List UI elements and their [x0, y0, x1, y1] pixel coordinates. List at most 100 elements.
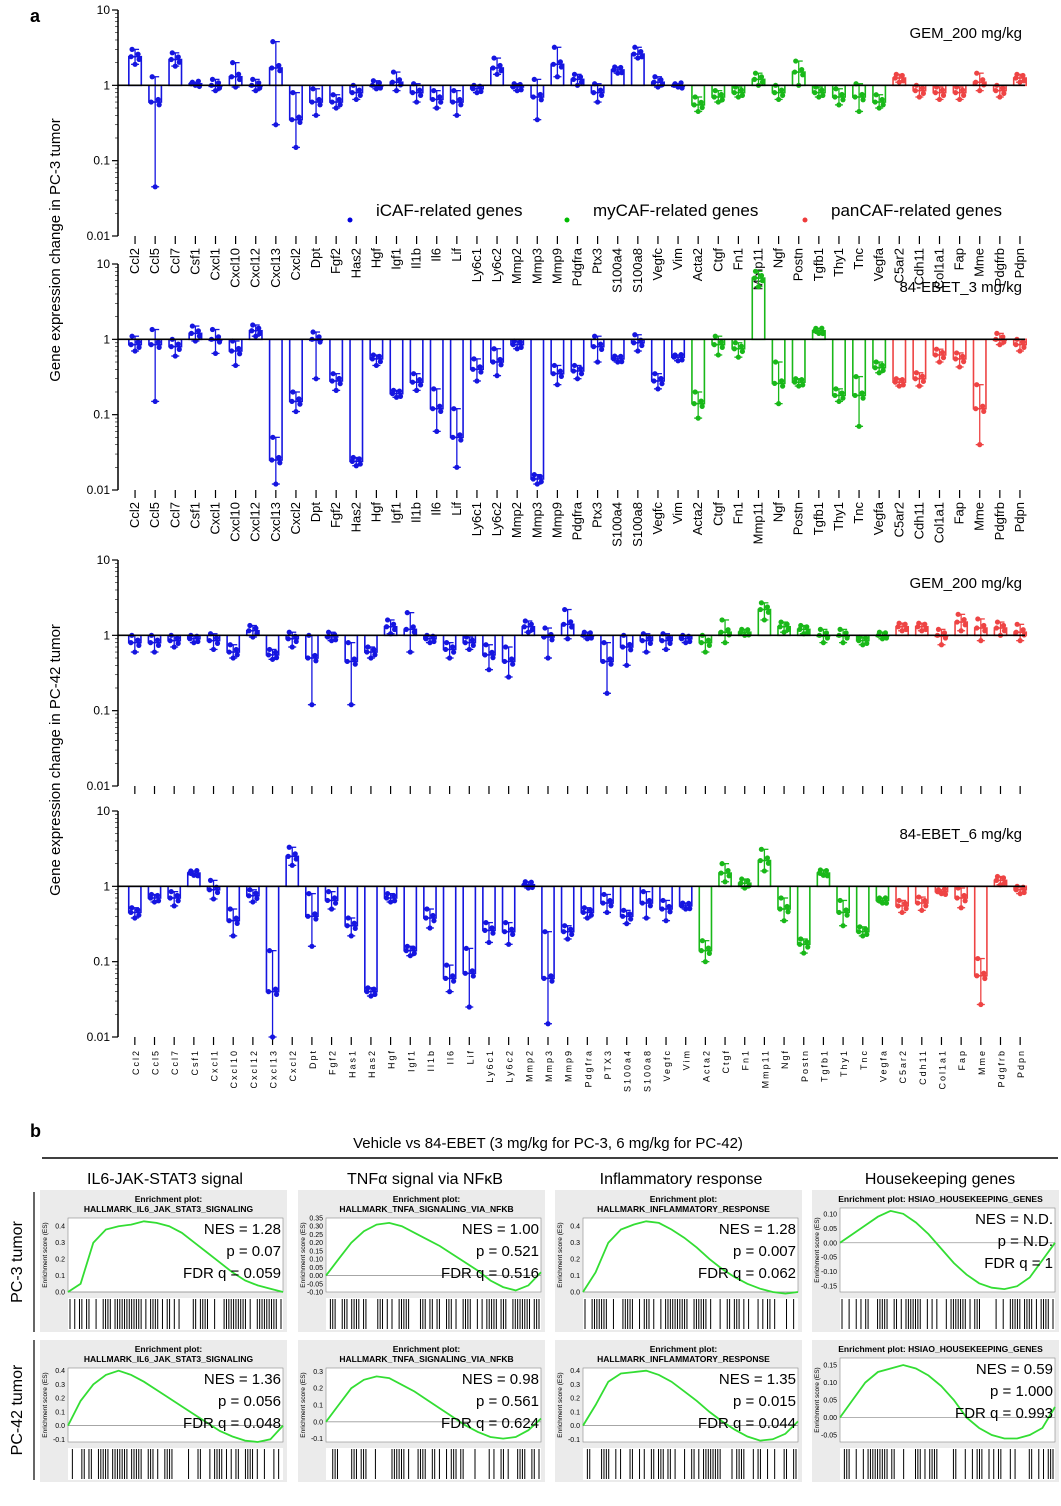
data-point	[663, 918, 669, 924]
data-point	[1021, 889, 1027, 896]
data-point	[852, 94, 858, 100]
bar-Ly6c2	[501, 885, 516, 947]
category-label: Tgfb1	[811, 502, 826, 535]
gsea-header: HALLMARK_INFLAMMATORY_RESPONSE	[597, 1354, 770, 1364]
data-point	[919, 907, 925, 913]
category-label: Hgf	[368, 502, 383, 523]
data-point	[941, 886, 948, 892]
data-point	[824, 873, 831, 879]
data-point	[620, 913, 626, 919]
data-point	[443, 646, 449, 653]
data-point	[364, 989, 370, 995]
data-point	[390, 892, 397, 899]
gsea-stat: p = N.D.	[998, 1233, 1053, 1250]
data-point	[246, 628, 252, 634]
data-point	[451, 649, 457, 655]
data-point	[214, 889, 221, 896]
bar	[389, 338, 404, 395]
category-label: S100a8	[630, 248, 645, 293]
data-point	[683, 906, 689, 912]
data-point	[136, 642, 142, 648]
gsea-column-title: TNFα signal via NFκB	[347, 1171, 503, 1188]
data-point	[305, 655, 311, 661]
data-point	[531, 76, 537, 82]
data-point	[915, 624, 921, 630]
bar-Ccl2	[128, 46, 143, 87]
data-point	[230, 933, 236, 939]
category-label: Tnc	[851, 502, 866, 524]
bar-Cxcl12	[245, 622, 260, 640]
data-point	[833, 86, 839, 92]
bar-Lif	[449, 84, 464, 118]
data-point	[631, 340, 637, 346]
enrichment-curve	[67, 1220, 284, 1293]
data-point	[407, 953, 413, 959]
category-label: Has2	[348, 502, 363, 532]
bar-Acta2	[691, 84, 706, 115]
data-point	[214, 640, 221, 646]
category-label: Cxcl2	[288, 502, 303, 535]
data-point	[705, 637, 711, 643]
data-point	[147, 895, 154, 901]
data-point	[571, 71, 578, 77]
data-point	[246, 893, 252, 899]
data-point	[1014, 621, 1020, 627]
data-point	[1021, 78, 1027, 84]
data-point	[912, 88, 918, 94]
data-point	[882, 895, 889, 901]
data-point	[816, 94, 822, 100]
category-label: Lif	[449, 248, 464, 262]
data-point	[776, 401, 782, 407]
data-point	[797, 626, 803, 632]
gsea-ytick: 0.0	[55, 1423, 65, 1430]
data-point	[396, 388, 403, 394]
bar-Mmp9	[560, 885, 575, 942]
data-point	[655, 386, 661, 392]
category-label: Il6	[446, 1049, 456, 1065]
data-point	[725, 627, 731, 633]
data-point	[463, 945, 469, 952]
gsea-ytick: 0.3	[570, 1240, 580, 1247]
category-label: Ccl7	[167, 248, 182, 274]
bar-Mmp11	[751, 268, 766, 341]
data-point	[542, 625, 548, 631]
data-point	[549, 978, 555, 984]
data-point	[482, 927, 488, 934]
data-point	[801, 950, 807, 956]
data-point	[517, 339, 523, 345]
data-point	[639, 342, 645, 349]
data-point	[172, 63, 178, 69]
data-point	[227, 906, 233, 912]
data-point	[312, 652, 318, 659]
data-point	[273, 481, 279, 487]
gsea-stat: NES = 1.28	[719, 1221, 796, 1238]
bar-PTX3	[600, 634, 614, 696]
data-point	[154, 892, 161, 899]
bar	[796, 885, 811, 946]
gsea-stat: FDR q = 1	[984, 1255, 1053, 1272]
data-point	[785, 909, 791, 915]
category-label: Mmp11	[751, 502, 766, 544]
data-point	[731, 346, 737, 352]
category-label: Ccl7	[170, 1049, 180, 1075]
data-point	[568, 926, 574, 932]
gsea-stat: FDR q = 0.059	[183, 1265, 281, 1282]
data-point	[679, 636, 685, 642]
data-point	[237, 76, 243, 83]
data-point	[920, 90, 926, 96]
data-point	[471, 356, 477, 362]
category-label: Acta2	[690, 502, 705, 535]
bar-panels: 10 1 0.1 0.01 GEM_200 mg/kg Ccl2 Ccl5 Ccl7 Csf1 C…	[87, 3, 1028, 1092]
category-label: Cdh11	[918, 1049, 928, 1085]
data-point	[581, 905, 587, 911]
data-point	[799, 66, 805, 73]
gsea-ytick: -0.10	[307, 1290, 323, 1297]
data-point	[377, 85, 383, 91]
category-label: Mmp2	[509, 248, 524, 284]
data-point	[837, 897, 843, 904]
data-point	[272, 649, 279, 655]
category-label: C5ar2	[898, 1049, 908, 1084]
category-label: Cxcl2	[288, 1049, 298, 1082]
category-label: Ly6c2	[505, 1049, 515, 1083]
data-point	[686, 633, 692, 639]
